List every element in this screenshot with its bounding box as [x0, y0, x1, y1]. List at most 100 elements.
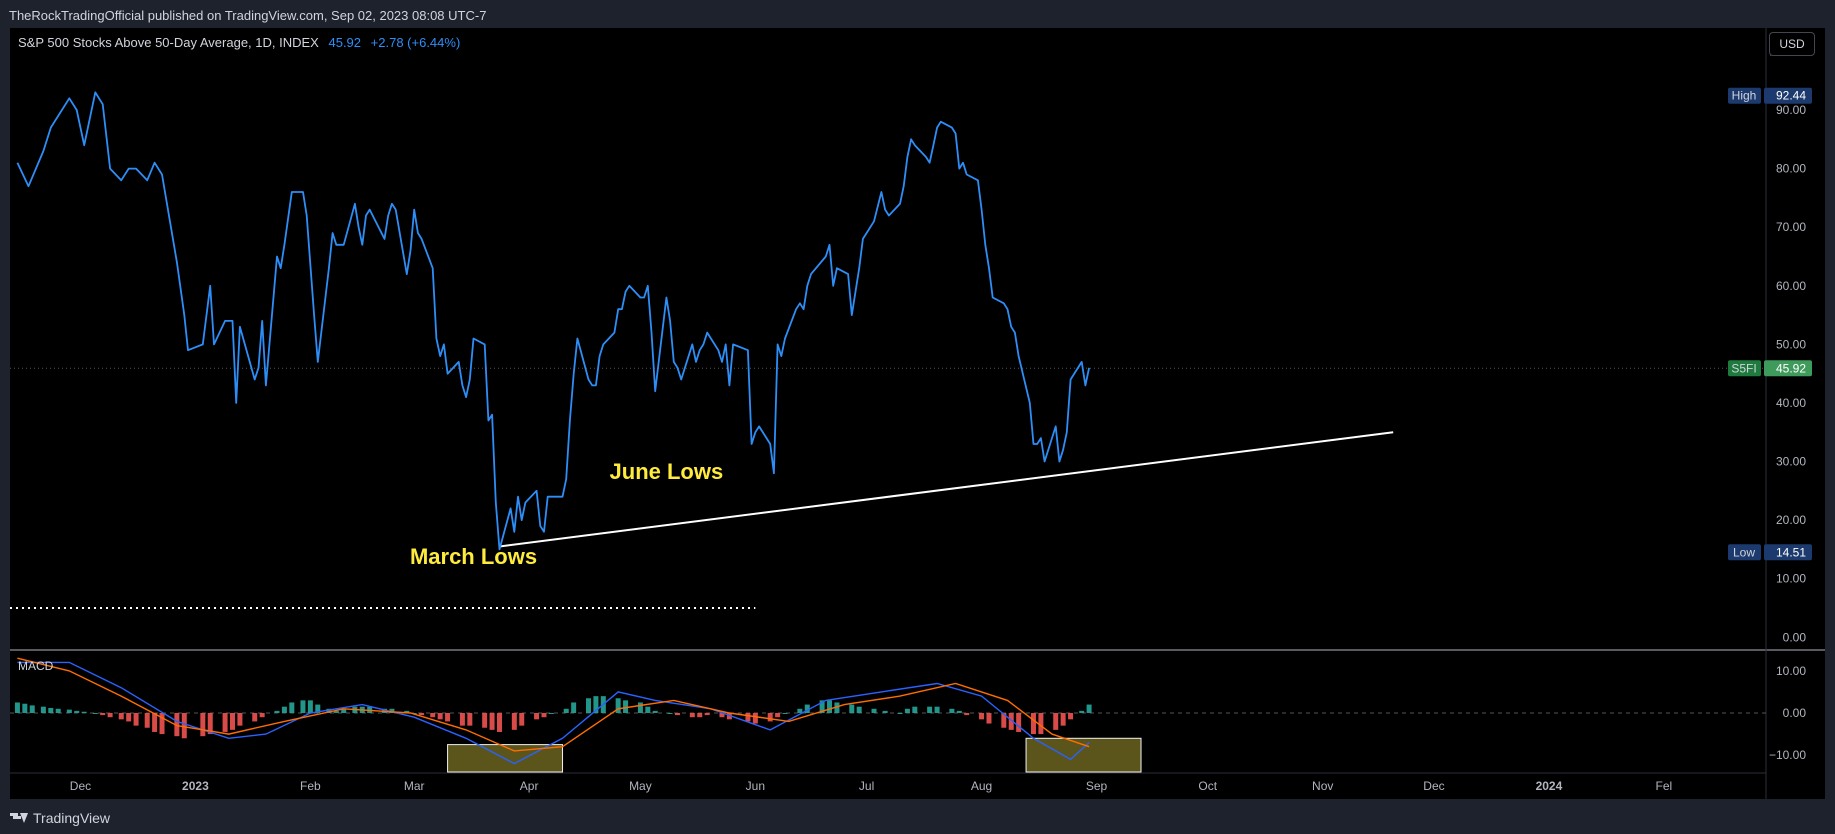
macd-histogram-bar: [856, 706, 862, 713]
time-axis-tick-label: Apr: [520, 779, 539, 793]
time-axis-tick-label: Fel: [1656, 779, 1673, 793]
macd-histogram-bar: [752, 713, 758, 724]
macd-histogram-bar: [66, 709, 72, 713]
legend-symbol-name: S&P 500 Stocks Above 50-Day Average, 1D,…: [18, 35, 319, 50]
macd-histogram-bar: [593, 696, 599, 713]
annotation-label: June Lows: [610, 459, 724, 484]
tradingview-logo[interactable]: TradingView: [10, 810, 110, 826]
macd-histogram-bar: [511, 713, 517, 730]
high-marker-tag: High: [1732, 89, 1757, 103]
macd-histogram-bar: [541, 713, 547, 718]
time-axis-tick-label: May: [629, 779, 652, 793]
time-axis-tick-label: Oct: [1198, 779, 1217, 793]
time-axis-tick-label: Jul: [859, 779, 874, 793]
time-axis-tick-label: Dec: [1423, 779, 1444, 793]
macd-histogram-bar: [767, 713, 773, 722]
macd-histogram-bar: [281, 706, 287, 713]
macd-histogram-bar: [519, 713, 525, 726]
macd-histogram-bar: [200, 713, 206, 737]
macd-histogram-bar: [22, 703, 28, 713]
macd-histogram-bar: [207, 713, 213, 735]
macd-histogram-bar: [871, 708, 877, 713]
low-marker-value-bg: [1764, 544, 1812, 561]
time-axis-tick-label: Mar: [404, 779, 425, 793]
macd-histogram-bar: [467, 713, 473, 726]
macd-histogram-bar: [637, 702, 643, 713]
macd-histogram-bar: [489, 713, 495, 730]
macd-highlight-box: [1025, 737, 1142, 773]
publisher-line: TheRockTradingOfficial published on Trad…: [9, 8, 487, 23]
macd-histogram-bar: [964, 713, 970, 716]
macd-histogram-bar: [229, 713, 235, 730]
macd-axis-tick-label: 0.00: [1783, 706, 1807, 720]
macd-histogram-bar: [934, 706, 940, 713]
macd-histogram-bar: [40, 706, 46, 713]
macd-histogram-bar: [1053, 713, 1059, 730]
macd-histogram-bar: [237, 713, 243, 726]
time-axis-tick-label: Jun: [746, 779, 765, 793]
support-trendline: [499, 431, 1394, 548]
price-axis-tick-label: 0.00: [1783, 630, 1807, 644]
macd-histogram-bar: [897, 713, 903, 714]
macd-histogram-bar: [949, 708, 955, 713]
macd-histogram-bar: [1060, 713, 1066, 726]
macd-histogram-bar: [615, 698, 621, 713]
tradingview-logo-icon: [10, 813, 28, 823]
macd-histogram-bar: [404, 710, 410, 713]
macd-pane-label: MACD: [18, 659, 54, 673]
macd-histogram-bar: [144, 713, 150, 728]
macd-histogram-bar: [904, 708, 910, 713]
macd-histogram-bar: [315, 704, 321, 713]
annotation-label: March Lows: [410, 544, 537, 569]
macd-histogram-bar: [430, 713, 436, 718]
macd-histogram-bar: [1068, 713, 1074, 720]
last-marker-value-bg: [1764, 360, 1812, 377]
currency-button[interactable]: USD: [1769, 32, 1815, 56]
macd-histogram-bar: [222, 713, 228, 732]
macd-histogram-bar: [782, 713, 788, 714]
time-axis-tick-label: Feb: [300, 779, 321, 793]
time-axis-tick-label: Aug: [971, 779, 992, 793]
macd-histogram-bar: [689, 713, 695, 718]
macd-histogram-bar: [645, 706, 651, 713]
macd-histogram-bar: [482, 713, 488, 728]
legend-change: +2.78 (+6.44%): [370, 35, 461, 50]
legend-last-value: 45.92: [328, 35, 362, 50]
macd-histogram-bar: [437, 713, 443, 720]
last-marker-tag: S5FI: [1731, 361, 1756, 375]
low-marker-value: 14.51: [1776, 545, 1806, 559]
last-marker-value: 45.92: [1776, 361, 1806, 375]
macd-histogram-bar: [133, 713, 139, 726]
price-axis-tick-label: 40.00: [1776, 396, 1806, 410]
time-axis-tick-label: Nov: [1312, 779, 1333, 793]
macd-histogram-bar: [92, 713, 98, 714]
macd-histogram-bar: [29, 705, 35, 713]
macd-histogram-bar: [181, 713, 187, 739]
macd-histogram-bar: [827, 700, 833, 713]
last-marker-tag-bg: [1728, 360, 1761, 377]
macd-histogram-bar: [956, 710, 962, 713]
macd-histogram-bar: [333, 710, 339, 713]
macd-line: [17, 661, 1090, 765]
price-axis-tick-label: 20.00: [1776, 513, 1806, 527]
macd-histogram-bar: [986, 713, 992, 724]
publisher-bar: TheRockTradingOfficial published on Trad…: [0, 0, 1835, 28]
macd-histogram-bar: [719, 713, 725, 718]
macd-histogram-bar: [341, 708, 347, 713]
macd-histogram-bar: [55, 708, 61, 713]
macd-histogram-bar: [804, 704, 810, 713]
macd-histogram-bar: [1038, 713, 1044, 735]
macd-histogram-bar: [107, 713, 113, 718]
macd-histogram-bar: [419, 713, 425, 716]
macd-histogram-bar: [74, 710, 80, 713]
macd-histogram-bar: [927, 706, 933, 713]
macd-histogram-bar: [389, 708, 395, 713]
macd-histogram-bar: [1016, 713, 1022, 732]
macd-histogram-bar: [126, 713, 132, 722]
macd-histogram-bar: [159, 713, 165, 735]
macd-histogram-bar: [252, 713, 258, 722]
price-axis-tick-label: 90.00: [1776, 103, 1806, 117]
macd-histogram-bar: [1079, 710, 1085, 713]
high-marker-tag-bg: [1728, 87, 1761, 104]
